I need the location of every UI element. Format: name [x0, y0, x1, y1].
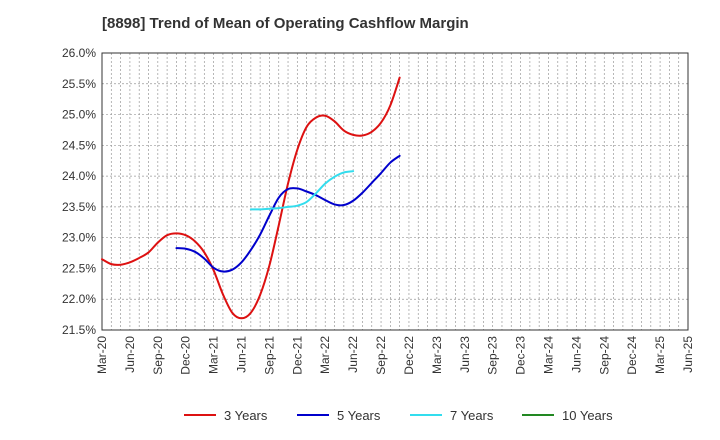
x-tick-label: Sep-20 [151, 336, 165, 375]
x-tick-label: Dec-24 [625, 336, 639, 375]
y-tick-label: 21.5% [62, 323, 96, 337]
x-tick-label: Mar-25 [653, 336, 667, 374]
series-line-3-years [101, 76, 401, 320]
legend-item-10-years: 10 Years [522, 408, 613, 423]
y-tick-label: 23.0% [62, 231, 96, 245]
x-tick-label: Mar-20 [95, 336, 109, 374]
x-tick-label: Jun-22 [346, 336, 360, 373]
x-tick-label: Sep-23 [486, 336, 500, 375]
y-axis-ticks: 21.5% 22.0% 22.5% 23.0% 23.5% 24.0% 24.5% 25.0%… [62, 46, 96, 337]
y-tick-label: 22.5% [62, 261, 96, 275]
legend: 3 Years 5 Years 7 Years 10 Years [184, 408, 613, 423]
chart-title: [8898] Trend of Mean of Operating Cashfl… [102, 15, 469, 32]
x-tick-label: Sep-21 [262, 336, 276, 375]
legend-item-7-years: 7 Years [410, 408, 494, 423]
grid-lines [102, 53, 688, 330]
x-tick-label: Mar-22 [318, 336, 332, 374]
y-tick-label: 24.5% [62, 138, 96, 152]
x-tick-label: Mar-21 [207, 336, 221, 374]
y-tick-label: 25.5% [62, 77, 96, 91]
series-line-5-years [175, 154, 401, 273]
legend-item-3-years: 3 Years [184, 408, 268, 423]
y-tick-label: 22.0% [62, 292, 96, 306]
series-lines [101, 76, 401, 320]
x-tick-label: Jun-21 [235, 336, 249, 373]
x-tick-label: Dec-22 [402, 336, 416, 375]
legend-label: 10 Years [562, 408, 613, 423]
x-tick-label: Sep-22 [374, 336, 388, 375]
x-tick-label: Dec-20 [179, 336, 193, 375]
x-tick-label: Sep-24 [597, 336, 611, 375]
y-tick-label: 24.0% [62, 169, 96, 183]
x-tick-label: Mar-23 [430, 336, 444, 374]
y-tick-label: 23.5% [62, 200, 96, 214]
x-tick-label: Mar-24 [541, 336, 555, 374]
x-tick-label: Jun-24 [569, 336, 583, 373]
y-tick-label: 26.0% [62, 46, 96, 60]
legend-label: 5 Years [337, 408, 381, 423]
x-tick-label: Jun-20 [123, 336, 137, 373]
x-tick-label: Dec-21 [290, 336, 304, 375]
x-axis-ticks: Mar-20 Jun-20 Sep-20 Dec-20 Mar-21 Jun-21 Sep-… [95, 336, 695, 375]
x-tick-label: Jun-25 [681, 336, 695, 373]
series-line-7-years [249, 170, 355, 211]
y-tick-label: 25.0% [62, 108, 96, 122]
legend-item-5-years: 5 Years [297, 408, 381, 423]
plot-area [101, 52, 689, 331]
x-tick-label: Jun-23 [458, 336, 472, 373]
legend-label: 7 Years [450, 408, 494, 423]
legend-label: 3 Years [224, 408, 268, 423]
x-tick-label: Dec-23 [514, 336, 528, 375]
